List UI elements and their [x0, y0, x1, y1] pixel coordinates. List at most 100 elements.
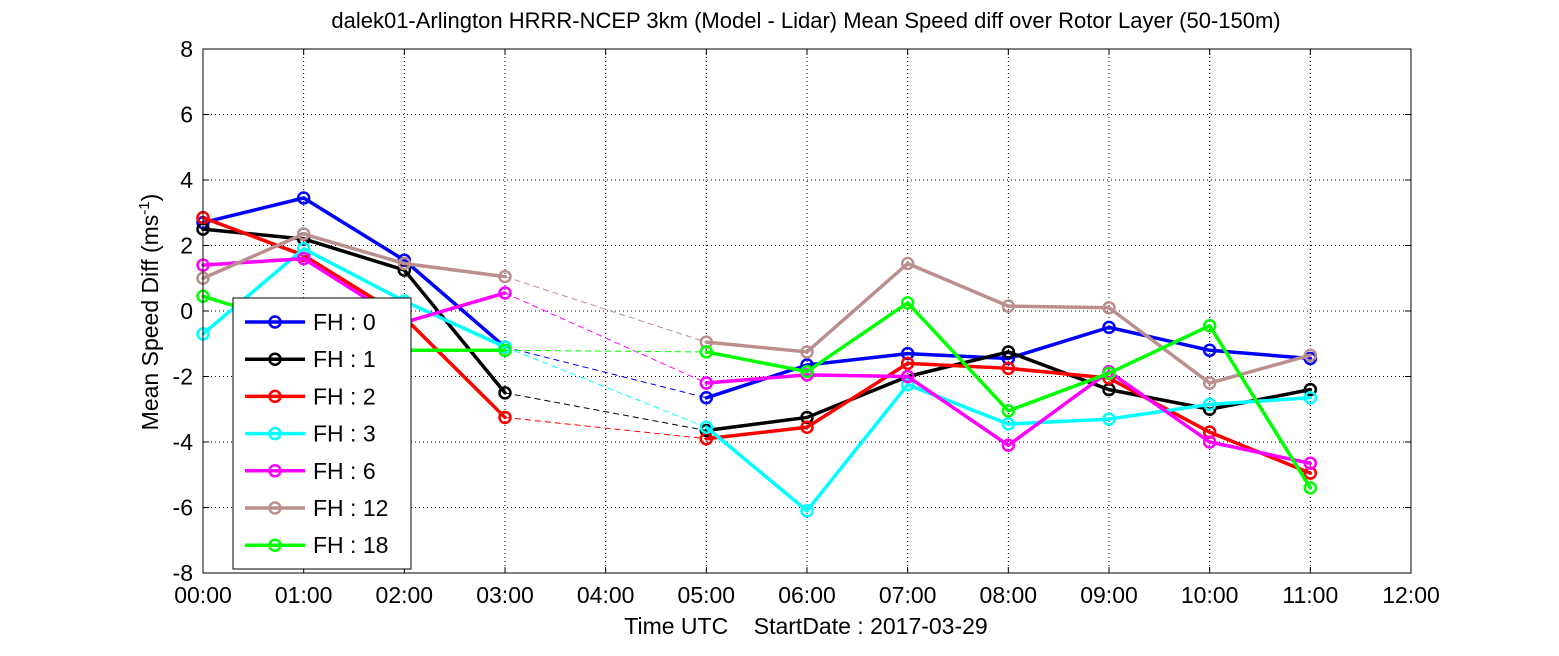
series-line-segment [201, 227, 306, 241]
series-line-segment [201, 256, 306, 267]
series-line-segment [301, 196, 407, 262]
legend: FH : 0 FH : 1 FH : 2 FH : 3 FH : 6 FH : 12 FH … [232, 297, 412, 570]
series-line-segment [1207, 396, 1313, 407]
legend-label: FH : 3 [313, 421, 376, 447]
data-point-marker [498, 343, 512, 358]
y-tick-label: 4 [180, 167, 193, 193]
series-gap-connector [504, 416, 707, 440]
series-line-segment [1107, 325, 1212, 353]
data-point-marker [397, 256, 412, 271]
series-line-segment [1107, 369, 1212, 444]
data-point-marker [1102, 412, 1116, 426]
y-tick-label: 2 [180, 233, 193, 259]
series-line-segment [704, 373, 809, 385]
data-point-marker [699, 376, 714, 390]
legend-entry: FH : 0 [245, 309, 376, 335]
legend-swatch-marker [268, 389, 282, 404]
series-line-segment [402, 268, 507, 395]
legend-swatch-marker [268, 538, 282, 552]
data-point-marker [1102, 300, 1116, 315]
series-line-segment [905, 382, 1011, 426]
x-tick-label: 06:00 [778, 582, 836, 608]
series-line-segment [1006, 369, 1111, 448]
series-line-segment [201, 247, 306, 336]
legend-label: FH : 18 [313, 532, 388, 558]
data-point-marker [1001, 404, 1016, 418]
x-tick-label: 05:00 [678, 582, 736, 608]
dashed-connectors [504, 276, 707, 440]
data-point-marker [900, 369, 915, 384]
x-tick-label: 03:00 [476, 582, 534, 608]
series-line-segment [402, 261, 507, 279]
y-tick-label: -8 [173, 560, 193, 586]
series-line-segment [402, 315, 507, 420]
series-line-segment [201, 196, 306, 225]
data-point-marker [1202, 435, 1217, 449]
data-point-marker [1001, 361, 1016, 376]
series-gap-connector [504, 346, 707, 428]
data-point-marker [1102, 320, 1116, 335]
series-line-segment [301, 237, 407, 272]
x-tick-label: 04:00 [577, 582, 635, 608]
data-point-marker [1202, 343, 1217, 358]
data-point-marker [498, 269, 512, 284]
chart-title: dalek01-Arlington HRRR-NCEP 3km (Model -… [331, 8, 1280, 33]
series-line-segment [1006, 325, 1111, 361]
data-point-marker [1202, 376, 1217, 390]
data-point-marker [900, 356, 915, 371]
series-line-segment [301, 232, 407, 266]
series-gap-connector [504, 346, 707, 399]
data-point-marker [1202, 318, 1217, 333]
legend-label: FH : 6 [313, 458, 376, 484]
data-point-marker [1303, 382, 1318, 397]
series-line-segment [805, 261, 910, 354]
y-tick-label: 6 [180, 102, 193, 128]
legend-entry: FH : 6 [245, 458, 376, 484]
series-gap-connector [504, 349, 707, 353]
y-axis-ticks: -8 -6 -4 -2 0 2 4 6 8 [173, 36, 1411, 586]
legend-swatch-marker [268, 426, 282, 441]
series-line-segment [905, 361, 1011, 371]
series-line-segment [805, 382, 910, 513]
data-point-marker [296, 227, 311, 241]
y-tick-label: 0 [180, 298, 193, 324]
data-point-marker [498, 386, 512, 400]
series-gap-connector [504, 292, 707, 384]
series-line-segment [905, 261, 1011, 308]
y-axis-label: Mean Speed Diff (ms-1) [136, 194, 163, 431]
data-point-marker [900, 256, 915, 271]
series-4 [196, 251, 1318, 471]
data-point-marker [1102, 366, 1116, 380]
series-line-segment [1107, 305, 1212, 385]
series-line-segment [905, 374, 1011, 448]
data-point-marker [1303, 348, 1318, 362]
data-point-marker [1001, 345, 1016, 359]
x-tick-label: 11:00 [1282, 582, 1338, 608]
data-point-marker [296, 191, 311, 205]
series-line-segment [805, 373, 910, 379]
series-line-segment [1207, 440, 1313, 466]
y-axis-label-tail: ) [137, 194, 163, 202]
series-line-segment [805, 301, 910, 374]
series-line-segment [1006, 371, 1111, 413]
series-5 [196, 227, 1318, 390]
y-axis-label-superscript: -1 [136, 201, 153, 214]
data-point-marker [900, 296, 915, 310]
series-line-segment [805, 361, 910, 430]
series-line-segment [704, 350, 809, 374]
legend-label: FH : 1 [313, 346, 376, 372]
data-point-marker [1303, 456, 1318, 471]
legend-entry: FH : 18 [245, 532, 388, 558]
data-point-marker [800, 420, 814, 435]
series-line-segment [1107, 323, 1212, 375]
legend-swatch-marker [268, 315, 282, 329]
data-point-marker [1001, 299, 1016, 313]
x-tick-label: 02:00 [376, 582, 434, 608]
series-line-segment [301, 247, 407, 303]
legend-entry: FH : 2 [245, 383, 376, 409]
y-tick-label: -6 [173, 495, 193, 521]
series-line-segment [1006, 304, 1111, 310]
series-gap-connector [504, 392, 707, 432]
series-line-segment [402, 291, 507, 325]
data-point-marker [1303, 391, 1318, 405]
